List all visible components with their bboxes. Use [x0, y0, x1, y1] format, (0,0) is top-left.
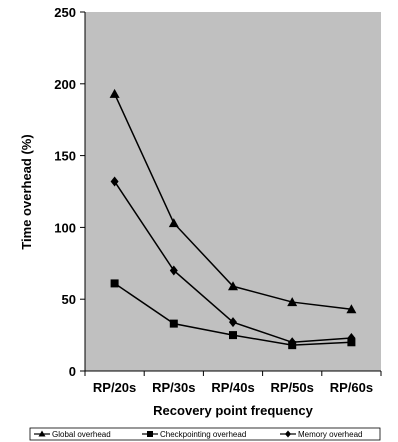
data-point-triangle — [287, 297, 298, 307]
x-tick-label: RP/20s — [93, 380, 136, 395]
y-tick-label: 250 — [54, 5, 76, 20]
legend-triangle-icon — [38, 430, 46, 437]
x-tick-label: RP/30s — [152, 380, 195, 395]
data-point-triangle — [228, 281, 238, 291]
legend-diamond-icon — [285, 430, 291, 438]
x-tick-label: RP/60s — [330, 380, 373, 395]
data-point-square — [169, 319, 178, 328]
legend: Global overhead Checkpointing overhead Mem… — [29, 427, 381, 441]
legend-label: Global overhead — [52, 430, 111, 439]
legend-box — [29, 427, 381, 441]
data-point-diamond — [169, 265, 178, 276]
x-tick-label: RP/40s — [211, 380, 254, 395]
data-point-triangle — [346, 304, 357, 314]
x-tick-label: RP/50s — [271, 380, 314, 395]
legend-label: Memory overhead — [298, 430, 362, 439]
data-point-diamond — [288, 337, 297, 348]
y-tick-label: 150 — [54, 149, 76, 164]
data-point-square — [110, 279, 119, 288]
x-axis-title: Recovery point frequency — [153, 403, 313, 418]
y-tick-label: 50 — [62, 292, 76, 307]
data-point-diamond — [229, 317, 237, 328]
data-point-diamond — [347, 332, 356, 343]
y-tick-label: 200 — [54, 77, 76, 92]
y-tick-label: 0 — [69, 364, 76, 379]
legend-label: Checkpointing overhead — [160, 430, 246, 439]
data-point-triangle — [168, 218, 179, 228]
legend-square-icon — [147, 431, 153, 437]
data-point-square — [229, 331, 237, 340]
data-point-diamond — [110, 176, 119, 187]
plot-area — [85, 12, 381, 371]
data-point-triangle — [109, 88, 120, 98]
y-axis-title: Time overhead (%) — [19, 134, 34, 249]
y-tick-label: 100 — [54, 220, 76, 235]
